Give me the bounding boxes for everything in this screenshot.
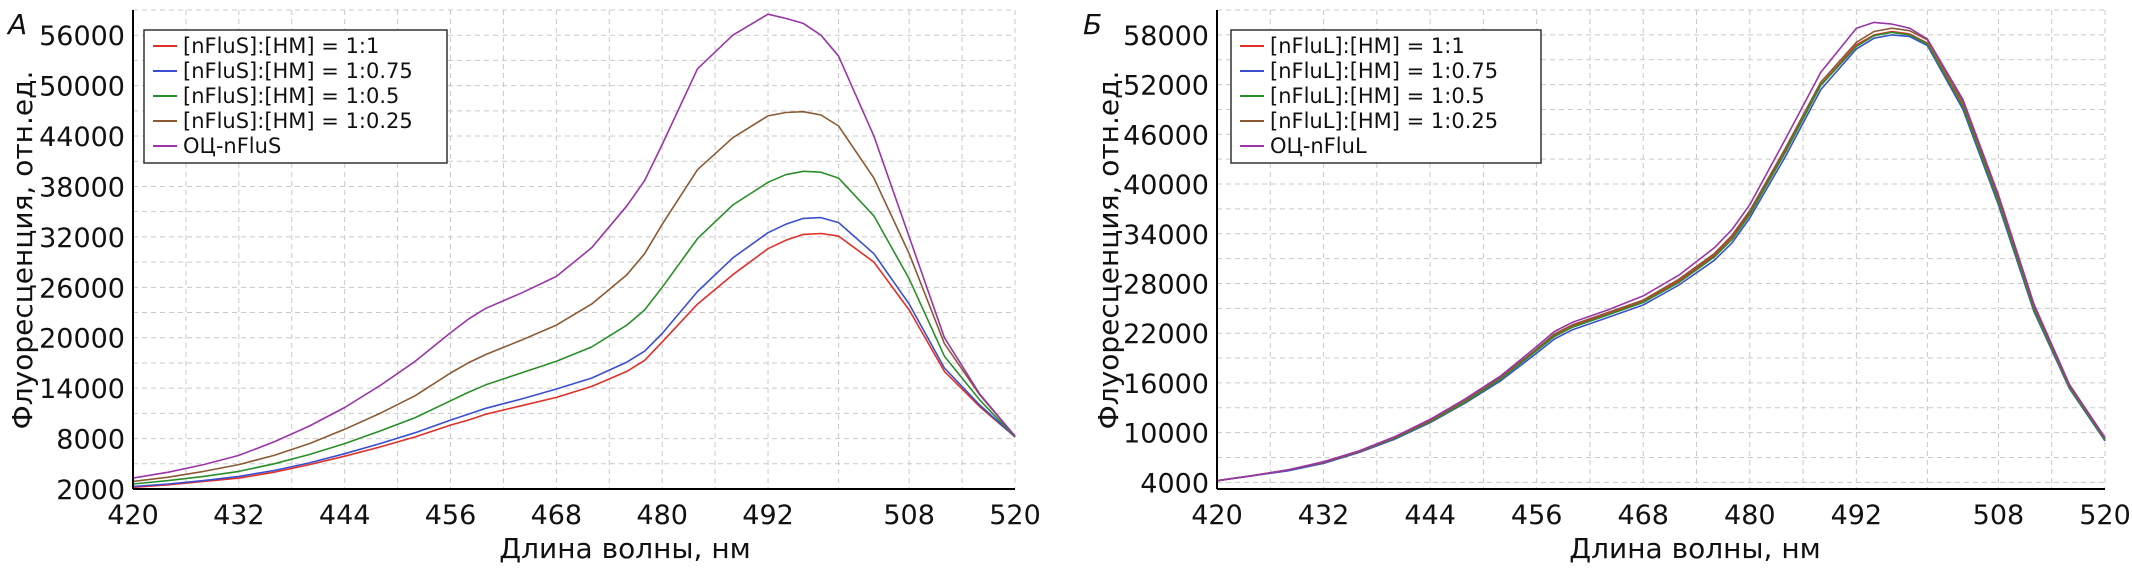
y-tick-label: 40000	[1123, 170, 1209, 201]
y-axis-title: Флуоресценция, отн.ед.	[6, 71, 39, 430]
y-tick-label: 10000	[1123, 419, 1209, 450]
y-tick-label: 28000	[1123, 269, 1209, 300]
x-tick-label: 508	[1973, 500, 2025, 531]
x-tick-label: 468	[1617, 500, 1669, 531]
y-tick-label: 16000	[1123, 369, 1209, 400]
x-tick-label: 480	[1724, 500, 1776, 531]
legend-entry: [nFluL]:[HM] = 1:0.25	[1270, 109, 1498, 133]
x-tick-label: 444	[319, 500, 371, 531]
y-tick-label: 8000	[56, 425, 125, 456]
legend-entry: [nFluS]:[HM] = 1:0.25	[183, 109, 413, 133]
panel-label: Б	[1083, 8, 1102, 41]
x-axis-title: Длина волны, нм	[1569, 532, 1821, 565]
series-line-1	[132, 232, 1016, 489]
series-line-5	[132, 13, 1016, 479]
legend: [nFluL]:[HM] = 1:1[nFluL]:[HM] = 1:0.75[…	[1230, 29, 1542, 164]
legend-entry: [nFluL]:[HM] = 1:1	[1270, 34, 1465, 58]
legend-entry: ОЦ-nFluL	[1270, 134, 1367, 158]
y-tick-label: 58000	[1123, 21, 1209, 52]
chart-panel-2: 420 432 444 456 468 480 492 508 520 4000 10000 1600…	[1083, 8, 2131, 565]
x-tick-label: 444	[1404, 500, 1456, 531]
legend-entry: [nFluL]:[HM] = 1:0.5	[1270, 84, 1485, 108]
y-tick-label: 14000	[39, 374, 125, 405]
series-line-4	[132, 110, 1016, 483]
x-tick-label: 456	[1511, 500, 1563, 531]
y-tick-label: 50000	[39, 72, 125, 103]
y-tick-label: 20000	[39, 324, 125, 355]
y-tick-label: 34000	[1123, 220, 1209, 251]
legend-entry: [nFluL]:[HM] = 1:0.75	[1270, 59, 1498, 83]
y-tick-label: 56000	[39, 21, 125, 52]
panel-label: А	[6, 8, 27, 41]
y-tick-label: 26000	[39, 273, 125, 304]
legend-entry: [nFluS]:[HM] = 1:0.5	[183, 84, 399, 108]
x-axis-title: Длина волны, нм	[499, 532, 751, 565]
legend: [nFluS]:[HM] = 1:1[nFluS]:[HM] = 1:0.75[…	[143, 29, 448, 164]
legend-box	[1230, 29, 1542, 164]
legend-entry: [nFluS]:[HM] = 1:1	[183, 34, 379, 58]
x-tick-label: 432	[213, 500, 265, 531]
legend-box	[143, 29, 448, 164]
x-tick-label: 520	[2079, 500, 2131, 531]
x-tick-label: 468	[531, 500, 583, 531]
x-tick-label: 432	[1298, 500, 1350, 531]
x-tick-label: 508	[883, 500, 935, 531]
series-line-5	[1216, 21, 2106, 482]
series-line-3	[132, 170, 1016, 485]
x-tick-label: 492	[742, 500, 794, 531]
x-tick-label: 520	[989, 500, 1041, 531]
grid	[1217, 9, 2106, 489]
x-tick-label: 420	[1191, 500, 1243, 531]
legend-entry: ОЦ-nFluS	[183, 134, 281, 158]
y-axis-title: Флуоресценция, отн.ед.	[1092, 71, 1125, 430]
legend-entry: [nFluS]:[HM] = 1:0.75	[183, 59, 413, 83]
y-tick-label: 32000	[39, 223, 125, 254]
y-tick-label: 38000	[39, 172, 125, 203]
y-tick-label: 52000	[1123, 71, 1209, 102]
x-tick-label: 492	[1831, 500, 1883, 531]
series-line-2	[1216, 34, 2106, 482]
series-line-2	[132, 216, 1016, 488]
y-tick-label: 44000	[39, 122, 125, 153]
y-tick-label: 22000	[1123, 319, 1209, 350]
chart-panel-1: 420 432 444 456 468 480 492 508 520 2000 8000 14000…	[6, 8, 1041, 565]
x-tick-label: 480	[636, 500, 688, 531]
y-tick-label: 2000	[56, 475, 125, 506]
y-tick-label: 4000	[1140, 468, 1209, 499]
x-tick-label: 456	[425, 500, 477, 531]
y-tick-label: 46000	[1123, 120, 1209, 151]
x-tick-label: 420	[107, 500, 159, 531]
